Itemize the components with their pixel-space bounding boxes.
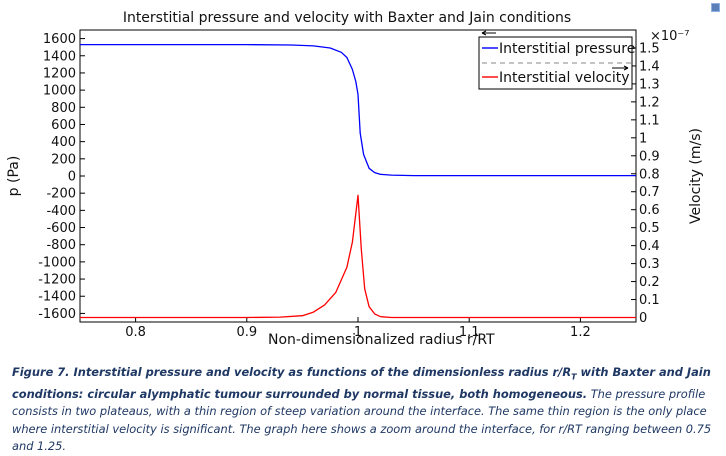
y2-tick-label: 0.7 [639,185,660,200]
y-tick-label: 0 [68,170,76,185]
y-tick-label: 1200 [43,66,76,81]
x-axis-label: Non-dimensionalized radius r/RT [268,332,495,348]
y2-tick-label: 1.2 [639,95,660,110]
y2-tick-label: 0 [639,311,647,326]
caption-bold: Figure 7. Interstitial pressure and velo… [12,365,711,401]
x-tick-label: 1 [354,325,362,340]
y-tick-label: -1400 [38,290,76,305]
y-tick-label: -1600 [38,307,76,322]
left-arrow-head-icon [481,30,487,36]
y2-tick-label: 0.5 [639,221,660,236]
x-tick-label: 0.8 [125,325,146,340]
y2-tick-label: 0.4 [639,239,660,254]
y2-tick-label: 0.6 [639,203,660,218]
chart: Interstitial pressure and velocity with … [6,10,704,348]
y-tick-label: 1400 [43,49,76,64]
y2-axis-label: Velocity (m/s) [688,128,704,224]
y-tick-label: 800 [51,101,76,116]
y2-tick-label: 1.5 [639,41,660,56]
y-tick-label: -400 [46,204,76,219]
figure: Interstitial pressure and velocity with … [6,3,720,453]
y2-tick-label: 0.3 [639,257,660,272]
y-axis-label: p (Pa) [6,156,22,197]
y-tick-label: -200 [46,187,76,202]
legend-label-pressure: Interstitial pressure [499,41,635,57]
y-tick-label: 1000 [43,84,76,99]
right-arrow-head-icon [623,65,629,71]
left-axis: 1600 1400 1200 1000 800 600 400 200 0 -200 -400 -60… [38,32,85,322]
right-axis: 1.5 1.4 1.3 1.2 1.1 1 0.9 0.8 0.7 0.6 0.5 0.4 0.3 0.2… [631,41,660,326]
legend: Interstitial pressure Interstitial veloc… [478,30,635,90]
series-line-velocity [80,194,636,319]
y-tick-label: -1000 [38,255,76,270]
x-tick-label: 0.9 [236,325,257,340]
y2-tick-label: 0.2 [639,275,660,290]
y2-multiplier: ×10⁻⁷ [650,29,690,44]
y-tick-label: 1600 [43,32,76,47]
y-tick-label: 600 [51,118,76,133]
series-line-pressure [80,43,636,177]
figure-caption: Figure 7. Interstitial pressure and velo… [12,364,718,456]
y-tick-label: 200 [51,152,76,167]
x-tick-label: 1.1 [459,325,480,340]
y2-tick-label: 1.1 [639,113,660,128]
chart-title: Interstitial pressure and velocity with … [123,10,571,26]
x-tick-label: 1.2 [570,325,591,340]
y2-tick-label: 0.8 [639,167,660,182]
bottom-axis: 0.8 0.9 1 1.1 1.2 [125,317,591,340]
y2-tick-label: 1.3 [639,77,660,92]
y2-tick-label: 0.1 [639,293,660,308]
legend-label-velocity: Interstitial velocity [499,70,630,86]
y-tick-label: -800 [46,238,76,253]
y-tick-label: -1200 [38,273,76,288]
series-layer [80,43,636,319]
y-tick-label: 400 [51,135,76,150]
window-icon [711,3,720,12]
y2-tick-label: 1 [639,131,647,146]
y2-tick-label: 0.9 [639,149,660,164]
y-tick-label: -600 [46,221,76,236]
y2-tick-label: 1.4 [639,59,660,74]
